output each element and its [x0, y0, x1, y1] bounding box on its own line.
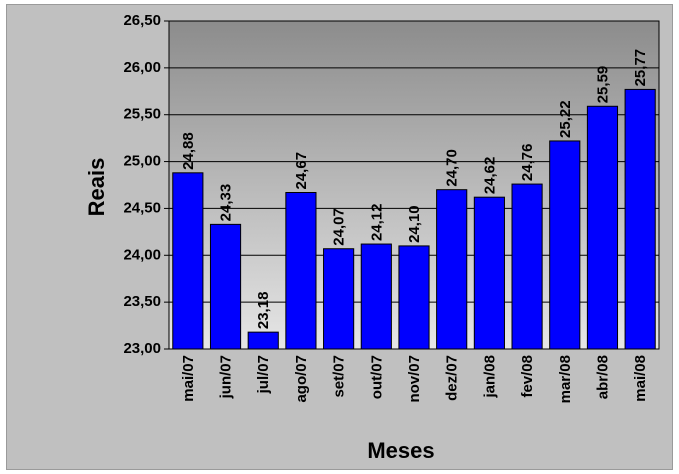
chart-area: 23,00 23,50 24,00 24,50 25,00 25,50 26,00 26,50…: [6, 4, 673, 470]
bar: [398, 245, 430, 350]
bar: [624, 88, 656, 350]
bar: [172, 172, 204, 350]
x-tick-labels: mai/07 jun/07 jul/07 ago/07 set/07 out/07 nov/…: [180, 355, 649, 403]
y-tick-label: 26,00: [123, 59, 161, 76]
bar: [360, 243, 392, 350]
bar: [511, 183, 543, 350]
y-tick-label: 25,50: [123, 106, 161, 123]
x-tick-label: jun/07: [218, 355, 235, 399]
bar: [473, 196, 505, 350]
x-tick-label: jan/08: [481, 355, 498, 399]
y-tick-label: 23,00: [123, 340, 161, 357]
x-axis-title: Meses: [367, 438, 434, 463]
data-label: 24,07: [331, 208, 348, 246]
x-tick-label: fev/08: [519, 355, 536, 398]
x-tick-label: out/07: [368, 355, 385, 399]
bar-chart: 23,00 23,50 24,00 24,50 25,00 25,50 26,00 26,50…: [84, 12, 660, 463]
x-tick-label: jul/07: [255, 355, 272, 394]
data-label: 24,62: [481, 157, 498, 195]
x-tick-label: ago/07: [293, 355, 310, 403]
y-tick-label: 25,00: [123, 153, 161, 170]
data-label: 24,10: [406, 205, 423, 243]
x-tick-label: mai/08: [632, 355, 649, 402]
data-label: 25,59: [594, 66, 611, 104]
data-label: 23,18: [255, 292, 272, 330]
data-label: 24,33: [218, 184, 235, 222]
bar: [549, 140, 581, 350]
y-tick-labels: 23,00 23,50 24,00 24,50 25,00 25,50 26,00 26,50: [123, 12, 169, 357]
data-label: 25,22: [557, 100, 574, 138]
data-label: 24,76: [519, 144, 536, 182]
data-label: 24,12: [368, 203, 385, 241]
y-tick-label: 24,50: [123, 199, 161, 216]
x-tick-label: set/07: [331, 355, 348, 398]
x-tick-label: dez/07: [444, 355, 461, 401]
data-label: 24,67: [293, 152, 310, 190]
bar: [247, 331, 279, 350]
y-tick-label: 24,00: [123, 246, 161, 263]
data-label: 24,88: [180, 132, 197, 170]
data-label: 25,77: [632, 49, 649, 87]
data-labels: 24,88 24,33 23,18 24,67 24,07 24,12 24,10 24,70…: [180, 49, 649, 329]
y-tick-label: 23,50: [123, 293, 161, 310]
bar: [436, 189, 468, 350]
x-tick-label: mai/07: [180, 355, 197, 402]
bar: [209, 223, 242, 350]
bars: [172, 88, 656, 350]
x-tick-label: abr/08: [594, 355, 611, 399]
y-tick-label: 26,50: [123, 12, 161, 29]
bar: [323, 248, 355, 350]
y-axis-title: Reais: [84, 158, 109, 217]
x-tick-label: nov/07: [406, 355, 423, 403]
x-tick-label: mar/08: [557, 355, 574, 403]
data-label: 24,70: [444, 149, 461, 187]
bar: [285, 191, 317, 350]
bar: [586, 105, 619, 350]
